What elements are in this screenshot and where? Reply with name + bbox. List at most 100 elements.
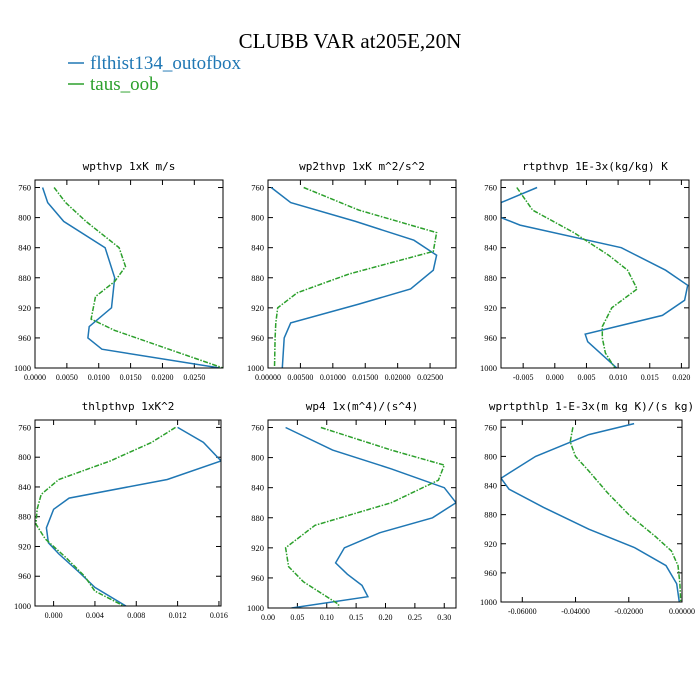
y-tick-label-2-0: 760	[484, 183, 497, 193]
x-tick-label-2-0: -0.005	[513, 373, 534, 382]
y-tick-label-0-6: 1000	[14, 363, 31, 373]
series-line-2-1	[516, 187, 639, 368]
y-tick-label-4-5: 960	[251, 573, 264, 583]
y-tick-label-2-3: 880	[484, 273, 497, 283]
x-tick-label-1-5: 0.02500	[417, 373, 443, 382]
y-tick-label-4-6: 1000	[247, 603, 264, 613]
y-tick-label-5-2: 840	[484, 481, 497, 491]
x-tick-label-3-2: 0.008	[127, 611, 145, 620]
panel-title-5: wprtpthlp 1-E-3x(m kg K)/(s kg)	[489, 400, 694, 413]
y-tick-label-3-4: 920	[18, 541, 31, 551]
panel-1: wp2thvp 1xK m^2/s^2 760 800 840 880 920 960 100…	[247, 160, 457, 382]
x-tick-label-5-1: -0.04000	[561, 607, 590, 616]
x-tick-label-3-3: 0.012	[169, 611, 187, 620]
y-tick-label-3-2: 840	[18, 482, 31, 492]
y-tick-label-3-5: 960	[18, 571, 31, 581]
series-line-1-1	[273, 186, 438, 368]
x-tick-label-0-4: 0.0200	[151, 373, 173, 382]
y-tick-label-4-1: 800	[251, 453, 264, 463]
y-tick-label-1-2: 840	[251, 243, 264, 253]
panel-frame-1	[267, 179, 457, 369]
x-tick-label-1-0: 0.00000	[255, 373, 281, 382]
series-line-3-0	[45, 426, 221, 606]
y-tick-label-2-4: 920	[484, 303, 497, 313]
x-tick-label-1-4: 0.02000	[385, 373, 411, 382]
y-tick-label-3-6: 1000	[14, 601, 31, 611]
y-tick-label-1-4: 920	[251, 303, 264, 313]
panel-title-0: wpthvp 1xK m/s	[83, 160, 176, 173]
x-tick-label-5-2: -0.02000	[614, 607, 643, 616]
series-line-5-1	[569, 427, 682, 602]
series-line-0-1	[53, 187, 223, 368]
panel-4: wp4 1x(m^4)/(s^4)76080084088092096010000…	[247, 400, 457, 622]
panel-frame-2	[500, 179, 690, 369]
series-line-4-1	[284, 426, 446, 608]
x-tick-label-2-3: 0.010	[609, 373, 627, 382]
series-line-5-0	[501, 422, 681, 602]
x-tick-label-4-1: 0.05	[290, 613, 304, 622]
x-tick-label-4-5: 0.25	[408, 613, 422, 622]
x-tick-label-3-0: 0.000	[45, 611, 63, 620]
panels-group: wpthvp 1xK m/s76080084088092096010000.00…	[14, 160, 695, 622]
legend-label-1: taus_oob	[90, 74, 159, 95]
y-tick-label-2-1: 800	[484, 213, 497, 223]
y-tick-label-0-1: 800	[18, 213, 31, 223]
y-tick-label-1-5: 960	[251, 333, 264, 343]
series-line-0-0	[41, 187, 220, 368]
x-tick-label-3-1: 0.004	[86, 611, 104, 620]
x-tick-label-4-0: 0.00	[261, 613, 275, 622]
y-tick-label-5-1: 800	[484, 451, 497, 461]
x-tick-label-3-4: 0.016	[210, 611, 228, 620]
legend-label-0: flthist134_outofbox	[90, 53, 241, 74]
x-tick-label-1-1: 0.00500	[287, 373, 313, 382]
x-tick-label-2-1: 0.000	[546, 373, 564, 382]
y-tick-label-5-0: 760	[484, 422, 497, 432]
series-line-1-0	[270, 186, 438, 368]
panel-frame-3	[34, 419, 222, 607]
series-line-2-0	[501, 186, 689, 368]
x-tick-label-5-3: 0.00000	[669, 607, 695, 616]
y-tick-label-4-3: 880	[251, 513, 264, 523]
panel-5: wprtpthlp 1-E-3x(m kg K)/(s kg) 760 800 840…	[480, 400, 695, 616]
x-tick-label-2-2: 0.005	[577, 373, 595, 382]
series-line-4-0	[285, 426, 456, 608]
panel-title-3: thlpthvp 1xK^2	[82, 400, 175, 413]
y-tick-label-1-3: 880	[251, 273, 264, 283]
panel-title-1: wp2thvp 1xK m^2/s^2	[299, 160, 425, 173]
panel-3: thlpthvp 1xK^2 760 800 840 880 920 960 1000 0.00…	[14, 400, 228, 620]
panel-title-4: wp4 1x(m^4)/(s^4)	[306, 400, 419, 413]
panel-frame-4	[267, 419, 457, 609]
y-tick-label-0-0: 760	[18, 183, 31, 193]
y-tick-label-3-0: 760	[18, 422, 31, 432]
x-tick-label-0-2: 0.0100	[88, 373, 110, 382]
y-tick-label-5-3: 880	[484, 510, 497, 520]
x-tick-label-4-3: 0.15	[349, 613, 363, 622]
y-tick-label-4-0: 760	[251, 423, 264, 433]
x-tick-label-0-0: 0.0000	[24, 373, 46, 382]
y-tick-label-4-2: 840	[251, 483, 264, 493]
x-tick-label-1-3: 0.01500	[352, 373, 378, 382]
x-tick-label-0-3: 0.0150	[120, 373, 142, 382]
x-tick-label-4-2: 0.10	[320, 613, 334, 622]
y-tick-label-5-4: 920	[484, 539, 497, 549]
y-tick-label-5-5: 960	[484, 568, 497, 578]
y-tick-label-0-5: 960	[18, 333, 31, 343]
figure-title: CLUBB VAR at205E,20N	[239, 29, 462, 53]
y-tick-label-0-4: 920	[18, 303, 31, 313]
y-tick-label-1-1: 800	[251, 213, 264, 223]
y-tick-label-1-0: 760	[251, 183, 264, 193]
panel-frame-5	[500, 419, 683, 603]
y-tick-label-4-4: 920	[251, 543, 264, 553]
x-tick-label-1-2: 0.01000	[320, 373, 346, 382]
panel-0: wpthvp 1xK m/s 760 800 840 880 920 960 10000.00…	[14, 160, 224, 382]
y-tick-label-0-3: 880	[18, 273, 31, 283]
y-tick-label-0-2: 840	[18, 243, 31, 253]
panel-2: rtpthvp 1E-3x(kg/kg) K 760 800 840 880 920 960…	[480, 160, 690, 382]
x-tick-label-4-6: 0.30	[437, 613, 451, 622]
x-tick-label-2-4: 0.015	[641, 373, 659, 382]
panel-title-2: rtpthvp 1E-3x(kg/kg) K	[522, 160, 668, 173]
y-tick-label-5-6: 1000	[480, 597, 497, 607]
panel-frame-0	[34, 179, 224, 369]
y-tick-label-1-6: 1000	[247, 363, 264, 373]
